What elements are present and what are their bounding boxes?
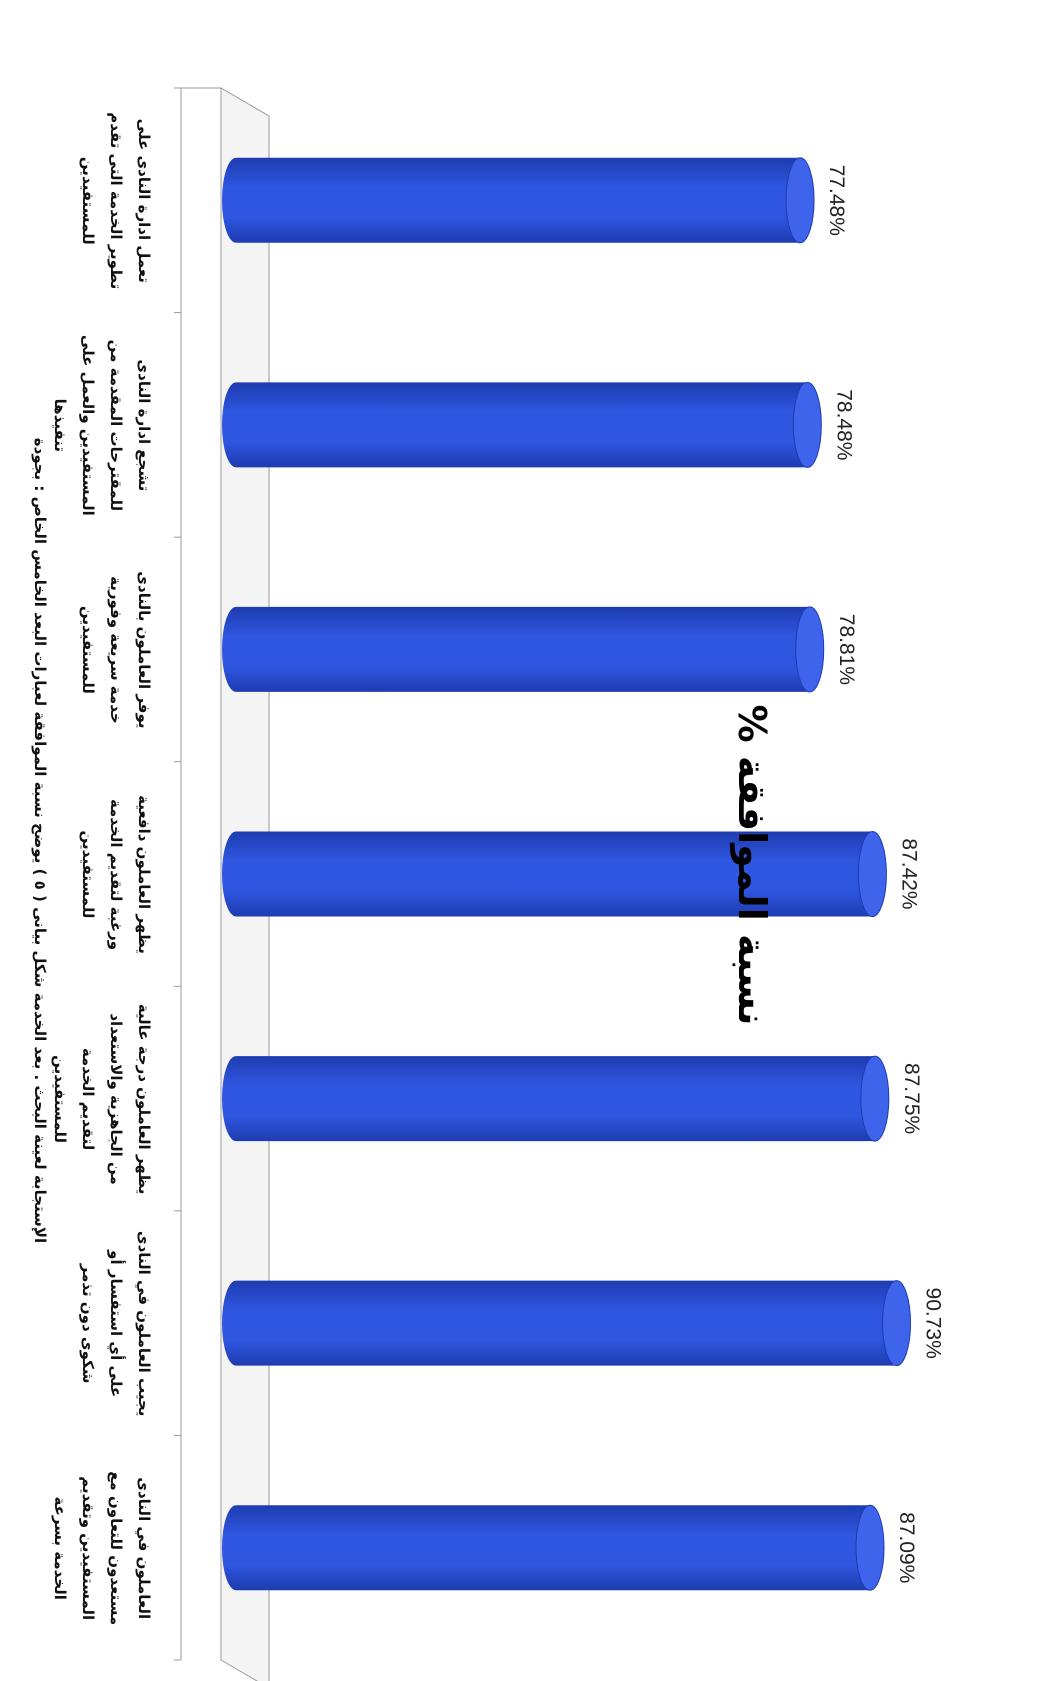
bar-body [222,382,808,468]
value-label: 78.48% [832,389,855,460]
bars-group [222,157,912,1591]
value-label: 90.73% [922,1288,945,1359]
value-label: 87.75% [900,1063,923,1134]
bar [222,606,825,693]
bar-body [222,606,810,692]
value-label: 87.42% [897,838,920,909]
bar [222,157,815,244]
value-labels-group: 77.48% 78.48% 78.81% 87.42% 87.75% 90.73% 87.0… [825,165,944,1584]
category-label: العاملون في النادى مستعدون للتعاون مع ال… [51,1471,153,1626]
figure-caption: الإستجابة لعينة البحث . بعد الخدمة شكل ب… [31,437,49,1244]
bar-body [222,157,801,243]
category-label: يظهر العاملون دافعية ورغبة لتقديم الخدمة… [79,795,153,954]
bar-top [882,1280,912,1367]
bar [222,831,887,917]
bar-body [222,1056,875,1142]
category-label: تعمل ادارة النادى على تطوير الخدمة التى … [79,112,153,290]
chart-title: نسبة الموافقة % [730,705,774,1026]
category-label: يظهر العاملون درجة عالية من الجاهزية وال… [51,1003,153,1195]
bar-body [222,831,873,917]
bar [222,1280,912,1367]
bar-body [222,1280,897,1366]
bar-top [792,381,822,468]
bar-top [860,1055,890,1142]
value-label: 78.81% [835,614,858,685]
value-label: 87.09% [895,1512,918,1583]
category-label: تشجع ادارة النادى للمقترحات المقدمة من ا… [51,334,153,516]
value-label: 77.48% [825,165,848,236]
bar-top [795,606,825,693]
category-label: يجيب العاملون في النادى على أي استفسار أ… [79,1230,153,1417]
bar [222,1055,890,1142]
bar [222,381,822,468]
bar-top [785,157,815,244]
bar-body [222,1505,871,1591]
bar [222,1504,885,1591]
bar-top [857,831,887,917]
category-label: يوفر العاملون بالنادى خدمة سريعة وفورية … [79,571,153,729]
bar-top [855,1504,885,1591]
